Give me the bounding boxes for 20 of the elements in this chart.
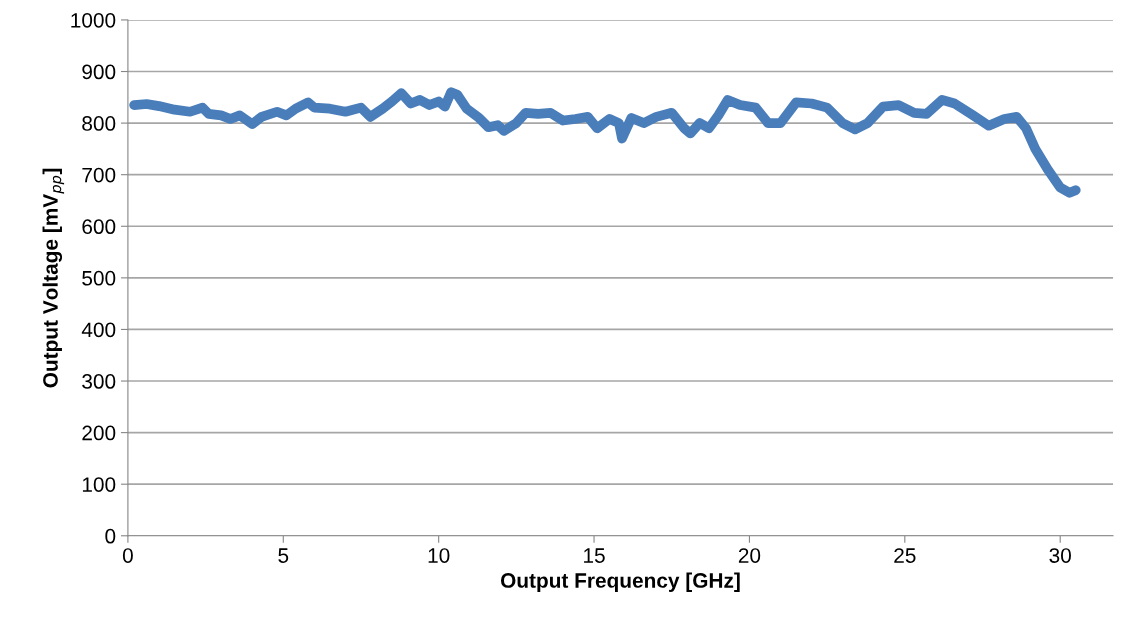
x-tick-label: 5	[278, 548, 289, 563]
y-tick-label: 0	[105, 528, 116, 544]
y-tick-label: 400	[81, 322, 116, 338]
x-axis-title: Output Frequency [GHz]	[500, 572, 740, 592]
y-tick-label: 700	[82, 167, 116, 183]
x-tick-label: 20	[738, 548, 761, 563]
y-tick-label: 300	[82, 374, 116, 389]
x-tick-label: 30	[1049, 548, 1071, 563]
y-tick-label: 100	[82, 477, 116, 492]
x-tick-label: 10	[428, 548, 450, 563]
x-tick-label: 25	[894, 548, 916, 563]
y-tick-label: 500	[82, 270, 116, 286]
x-tick-label: 15	[584, 548, 605, 563]
y-tick-label: 900	[82, 64, 116, 80]
x-tick-label: 0	[122, 548, 133, 563]
y-tick-label: 200	[82, 425, 116, 441]
y-tick-label: 1000	[71, 12, 116, 28]
y-tick-label: 600	[82, 219, 116, 235]
y-axis-title: Output Voltage [mV$_{pp}$]	[42, 168, 65, 388]
y-tick-label: 800	[82, 116, 116, 131]
